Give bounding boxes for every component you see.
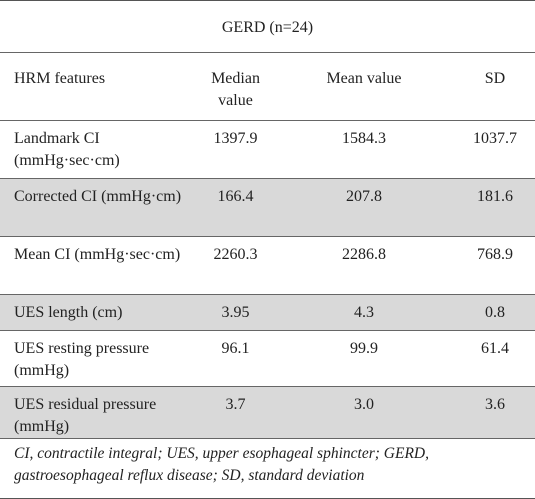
row-median: 166.4 — [217, 188, 254, 205]
row-feature: UES length (cm) — [14, 304, 123, 321]
header-hrm-features: HRM features — [14, 70, 106, 87]
row-median: 96.1 — [221, 340, 250, 357]
table-title-row: GERD (n=24) — [0, 1, 535, 53]
row-feature: Mean CI (mmHg·sec·cm) — [14, 246, 181, 263]
table-row: UES resting pressure (mmHg) 96.1 99.9 61… — [0, 331, 535, 387]
row-feature: Corrected CI (mmHg·cm) — [14, 188, 182, 205]
row-sd: 0.8 — [485, 304, 505, 321]
row-median: 1397.9 — [213, 130, 258, 147]
row-sd: 3.6 — [485, 396, 505, 413]
table-footnote: CI, contractile integral; UES, upper eso… — [14, 445, 429, 484]
row-feature: UES residual pressure (mmHg) — [14, 396, 157, 435]
row-feature: UES resting pressure (mmHg) — [14, 340, 150, 379]
row-mean: 99.9 — [350, 340, 378, 357]
row-mean: 2286.8 — [342, 246, 386, 263]
table-row: Corrected CI (mmHg·cm) 166.4 207.8 181.6 — [0, 179, 535, 237]
table-row: Mean CI (mmHg·sec·cm) 2260.3 2286.8 768.… — [0, 237, 535, 295]
row-sd: 768.9 — [477, 246, 513, 263]
table-row: UES residual pressure (mmHg) 3.7 3.0 3.6 — [0, 387, 535, 439]
row-median: 3.7 — [225, 396, 246, 413]
row-mean: 3.0 — [354, 396, 374, 413]
table-title: GERD (n=24) — [221, 19, 314, 36]
row-mean: 207.8 — [346, 188, 382, 205]
row-sd: 61.4 — [481, 340, 509, 357]
row-feature: Landmark CI (mmHg·sec·cm) — [14, 130, 120, 169]
table-row: UES length (cm) 3.95 4.3 0.8 — [0, 295, 535, 331]
row-mean: 4.3 — [354, 304, 374, 321]
header-mean-value: Mean value — [326, 70, 402, 87]
row-sd: 1037.7 — [473, 130, 517, 147]
table-row: Landmark CI (mmHg·sec·cm) 1397.9 1584.3 … — [0, 121, 535, 179]
row-median: 2260.3 — [213, 246, 258, 263]
header-median-value: Median value — [211, 70, 260, 109]
row-sd: 181.6 — [477, 188, 513, 205]
row-mean: 1584.3 — [342, 130, 386, 147]
header-sd: SD — [484, 70, 506, 87]
table-header-row: HRM features Median value Mean value SD — [0, 53, 535, 121]
row-median: 3.95 — [221, 304, 250, 321]
